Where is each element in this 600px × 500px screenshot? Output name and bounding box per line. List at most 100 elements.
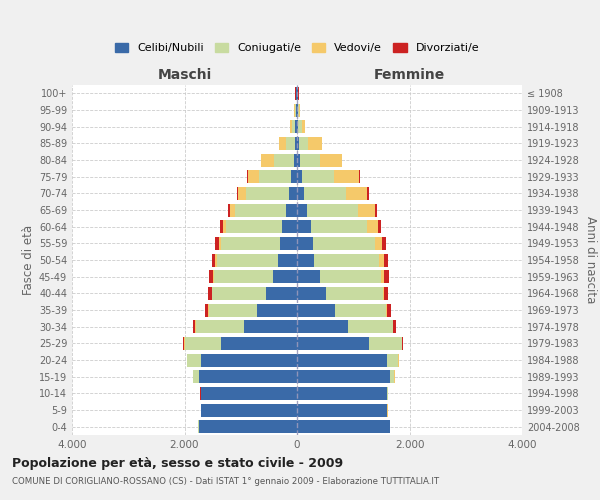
- Bar: [265, 287, 297, 300]
- Bar: [297, 287, 326, 300]
- Bar: [202, 354, 297, 366]
- Bar: [297, 270, 320, 283]
- Bar: [297, 170, 302, 183]
- Bar: [358, 204, 374, 216]
- Bar: [295, 137, 297, 150]
- Bar: [202, 387, 297, 400]
- Bar: [244, 320, 297, 333]
- Bar: [378, 220, 381, 233]
- Bar: [334, 170, 359, 183]
- Bar: [193, 320, 196, 333]
- Bar: [300, 154, 320, 166]
- Bar: [383, 287, 384, 300]
- Bar: [382, 237, 386, 250]
- Bar: [209, 270, 213, 283]
- Bar: [282, 220, 297, 233]
- Bar: [208, 287, 212, 300]
- Bar: [273, 270, 297, 283]
- Bar: [199, 370, 297, 383]
- Bar: [297, 387, 387, 400]
- Bar: [387, 304, 391, 316]
- Bar: [215, 254, 217, 266]
- Bar: [212, 287, 265, 300]
- Bar: [297, 337, 369, 350]
- Bar: [302, 120, 305, 133]
- Bar: [193, 370, 199, 383]
- Legend: Celibi/Nubili, Coniugati/e, Vedovi/e, Divorziati/e: Celibi/Nubili, Coniugati/e, Vedovi/e, Di…: [110, 38, 484, 58]
- Bar: [212, 254, 215, 266]
- Bar: [297, 370, 390, 383]
- Bar: [298, 104, 299, 117]
- Bar: [374, 204, 377, 216]
- Text: Femmine: Femmine: [374, 68, 445, 82]
- Bar: [185, 337, 221, 350]
- Bar: [297, 104, 298, 117]
- Bar: [289, 187, 297, 200]
- Bar: [297, 220, 311, 233]
- Bar: [297, 204, 307, 216]
- Bar: [223, 220, 226, 233]
- Bar: [384, 287, 388, 300]
- Bar: [297, 154, 300, 166]
- Bar: [274, 154, 293, 166]
- Bar: [347, 320, 392, 333]
- Bar: [314, 254, 379, 266]
- Text: COMUNE DI CORIGLIANO-ROSSANO (CS) - Dati ISTAT 1° gennaio 2009 - Elaborazione TU: COMUNE DI CORIGLIANO-ROSSANO (CS) - Dati…: [12, 478, 439, 486]
- Bar: [286, 137, 295, 150]
- Bar: [320, 270, 382, 283]
- Bar: [259, 170, 292, 183]
- Bar: [196, 320, 244, 333]
- Bar: [390, 370, 394, 383]
- Bar: [297, 187, 304, 200]
- Bar: [297, 354, 387, 366]
- Bar: [367, 220, 378, 233]
- Bar: [367, 187, 369, 200]
- Bar: [297, 237, 313, 250]
- Bar: [220, 220, 223, 233]
- Bar: [326, 287, 383, 300]
- Bar: [386, 304, 387, 316]
- Bar: [346, 187, 367, 200]
- Bar: [302, 170, 334, 183]
- Bar: [209, 304, 257, 316]
- Bar: [279, 137, 286, 150]
- Bar: [297, 304, 335, 316]
- Bar: [280, 237, 297, 250]
- Bar: [215, 237, 219, 250]
- Bar: [335, 304, 386, 316]
- Bar: [292, 120, 295, 133]
- Bar: [229, 204, 235, 216]
- Bar: [290, 120, 292, 133]
- Bar: [293, 154, 297, 166]
- Bar: [297, 120, 298, 133]
- Bar: [298, 120, 302, 133]
- Bar: [187, 354, 202, 366]
- Bar: [387, 354, 398, 366]
- Bar: [202, 404, 297, 416]
- Bar: [226, 220, 282, 233]
- Bar: [205, 304, 208, 316]
- Bar: [237, 187, 238, 200]
- Bar: [217, 254, 278, 266]
- Bar: [296, 104, 297, 117]
- Y-axis label: Anni di nascita: Anni di nascita: [584, 216, 597, 304]
- Bar: [311, 220, 367, 233]
- Text: Popolazione per età, sesso e stato civile - 2009: Popolazione per età, sesso e stato civil…: [12, 458, 343, 470]
- Bar: [214, 270, 273, 283]
- Bar: [374, 237, 382, 250]
- Bar: [297, 404, 387, 416]
- Bar: [307, 204, 358, 216]
- Y-axis label: Fasce di età: Fasce di età: [22, 225, 35, 295]
- Bar: [382, 270, 384, 283]
- Bar: [286, 204, 297, 216]
- Bar: [238, 187, 247, 200]
- Bar: [292, 170, 297, 183]
- Bar: [297, 420, 390, 433]
- Bar: [247, 187, 289, 200]
- Bar: [313, 237, 374, 250]
- Bar: [199, 420, 297, 433]
- Bar: [297, 137, 299, 150]
- Bar: [295, 120, 297, 133]
- Bar: [278, 254, 297, 266]
- Bar: [402, 337, 403, 350]
